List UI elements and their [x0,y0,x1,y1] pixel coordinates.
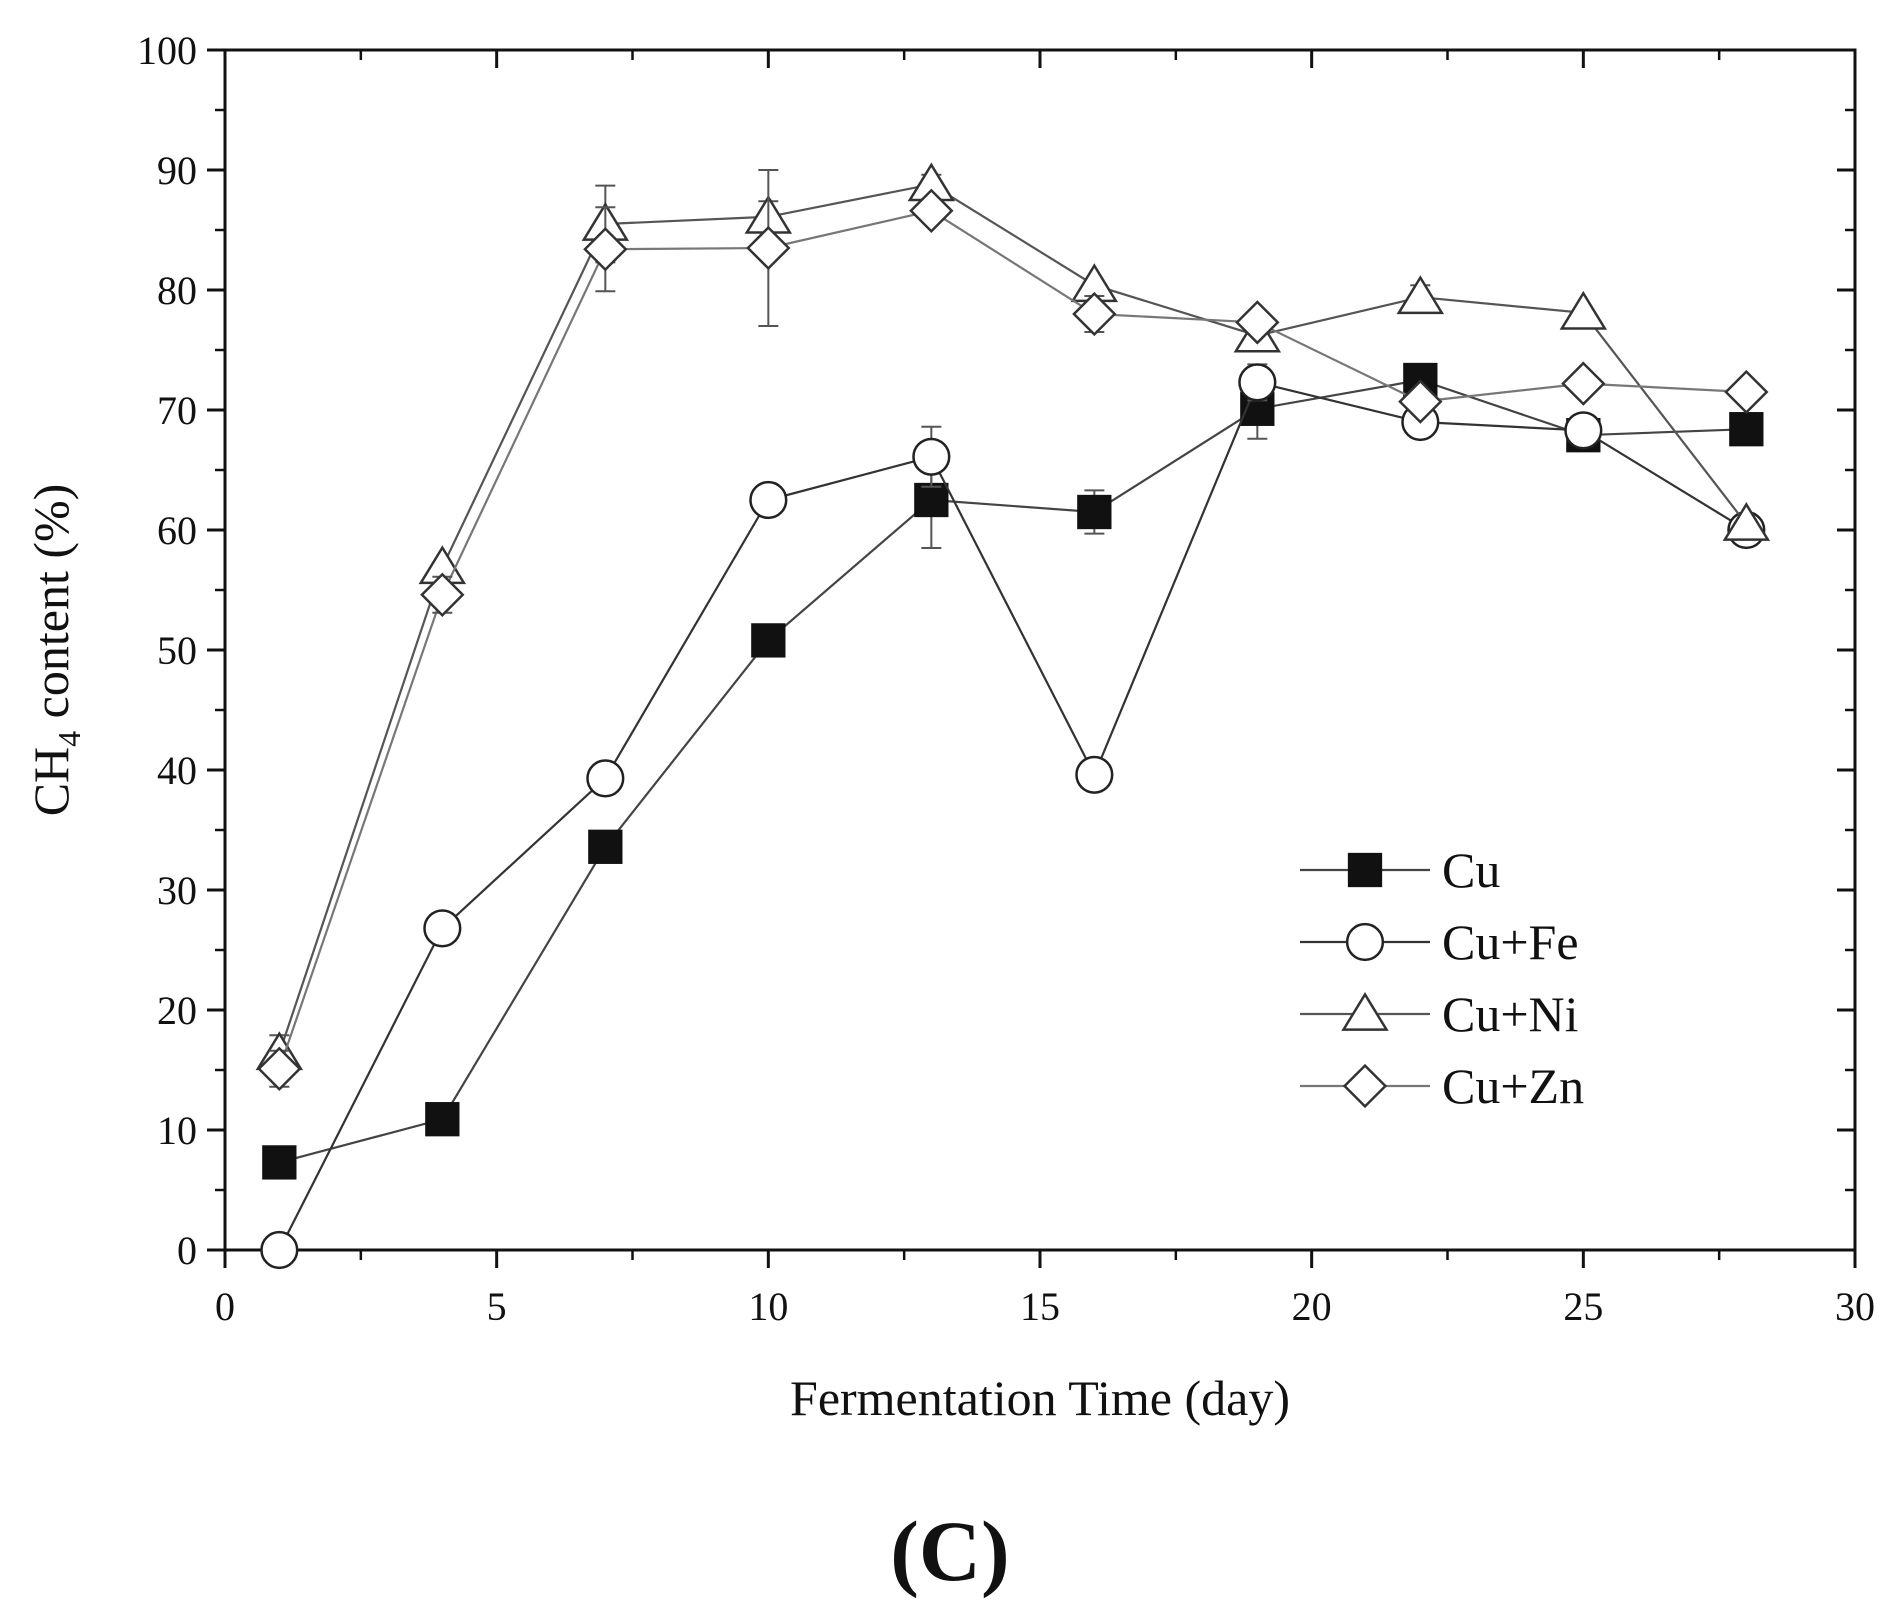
panel-label: (C) [890,1503,1009,1599]
data-point [1564,411,1603,450]
data-point [1559,290,1608,330]
series-line [279,378,1747,1164]
y-axis-title: CH4 content (%) [23,484,87,817]
x-axis-title: Fermentation Time (day) [790,1370,1290,1426]
x-tick-label: 30 [1835,1284,1875,1329]
y-tick-label: 10 [157,1108,197,1153]
x-tick-label: 15 [1020,1284,1060,1329]
data-point [260,1230,299,1270]
data-point [1722,502,1771,541]
data-point [425,1102,460,1137]
data-point [1729,412,1764,447]
y-tick-label: 80 [157,268,197,313]
legend-item: Cu [1300,842,1500,898]
x-tick-label: 10 [748,1284,788,1329]
data-point [1724,369,1769,415]
data-point [1398,379,1443,424]
series-cu-fe [260,363,1766,1270]
series-cu-zn [257,169,1769,1091]
legend-label: Cu+Zn [1442,1058,1584,1114]
data-point [1075,755,1114,794]
data-point [914,482,949,518]
y-tick-label: 30 [157,868,197,913]
series-cu [262,362,1764,1180]
data-point [749,480,788,520]
x-tick-label: 0 [215,1284,235,1329]
y-axis-title-suffix: content (%) [23,484,79,731]
legend-item: Cu+Zn [1300,1058,1584,1114]
y-tick-label: 60 [157,508,197,553]
y-tick-label: 20 [157,988,197,1033]
data-point [588,829,623,864]
legend-marker [1345,922,1385,962]
legend-marker [1341,992,1389,1031]
y-tick-label: 70 [157,388,197,433]
series-line [278,209,1747,1070]
y-tick-label: 0 [177,1228,197,1273]
data-point [746,225,791,271]
legend-label: Cu+Ni [1442,986,1579,1042]
data-point [423,909,462,948]
data-point [1235,300,1280,345]
axes: 0 5 10 15 20 25 30 0 10 20 30 40 50 60 70 80 90 100 [137,28,1875,1329]
legend-marker [1347,852,1383,888]
data-point [262,1145,297,1180]
y-axis-title-subscript: 4 [51,731,87,747]
data-point [583,227,628,272]
data-point [1238,363,1277,402]
x-tick-label: 25 [1563,1284,1603,1329]
y-tick-label: 40 [157,748,197,793]
data-point [1396,275,1445,315]
data-point [257,1046,302,1091]
data-point [420,572,465,617]
data-point [909,188,954,233]
y-tick-label: 90 [157,148,197,193]
legend: Cu Cu+Fe Cu+Ni Cu+Zn [1300,842,1584,1114]
data-point [1561,361,1606,406]
series-line [278,381,1747,1251]
y-tick-label: 50 [157,628,197,673]
data-point [1072,291,1117,337]
legend-marker [1342,1063,1388,1109]
legend-item: Cu+Ni [1300,986,1579,1042]
legend-item: Cu+Fe [1300,914,1579,970]
series-layer [255,162,1771,1270]
x-tick-label: 20 [1292,1284,1332,1329]
data-point [912,437,951,476]
x-tick-label: 5 [487,1284,507,1329]
data-point [1077,494,1112,530]
data-point [586,759,625,798]
y-tick-label: 100 [137,28,197,73]
legend-label: Cu+Fe [1442,914,1579,970]
series-line [278,183,1748,1054]
y-axis-title-prefix: CH [23,747,79,816]
data-point [751,623,786,658]
legend-label: Cu [1442,842,1500,898]
plot-frame [223,48,1857,1252]
